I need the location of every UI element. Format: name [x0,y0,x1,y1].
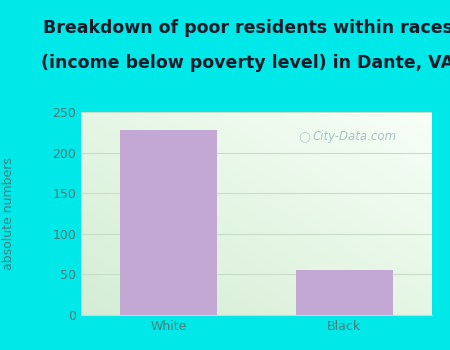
Text: (income below poverty level) in Dante, VA: (income below poverty level) in Dante, V… [41,54,450,72]
Text: ○: ○ [298,130,310,144]
Text: City-Data.com: City-Data.com [313,130,397,143]
Text: absolute numbers: absolute numbers [3,157,15,270]
Text: Breakdown of poor residents within races: Breakdown of poor residents within races [42,19,450,37]
Bar [296,270,392,315]
Bar [121,130,217,315]
